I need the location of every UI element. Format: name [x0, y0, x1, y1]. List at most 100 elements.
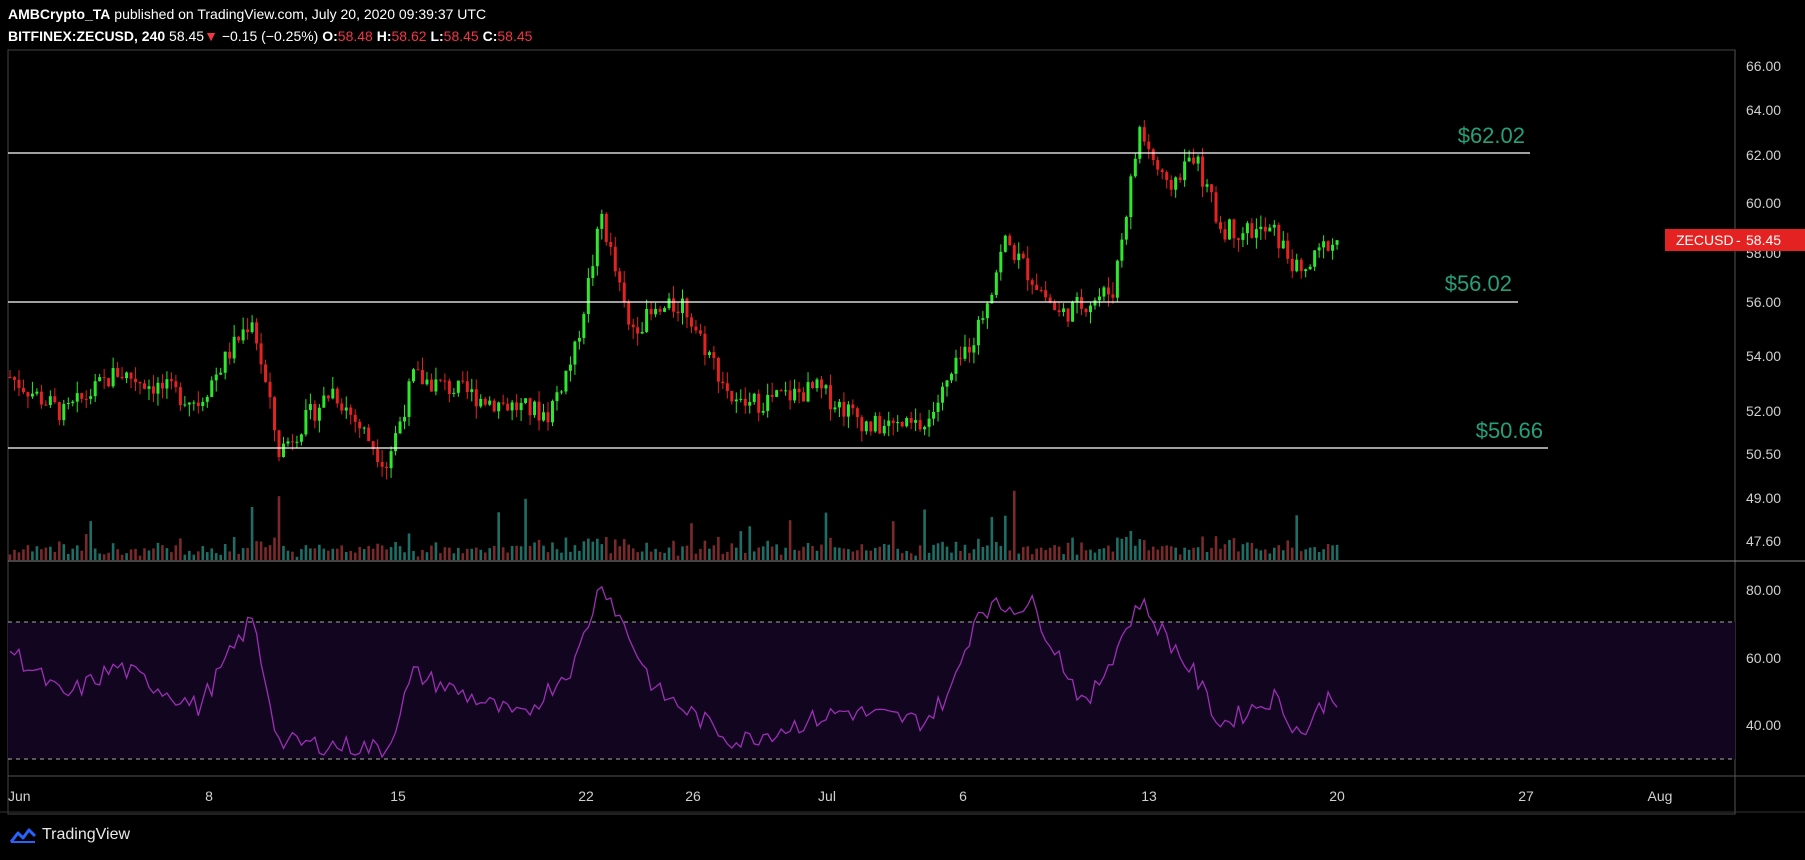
candle-body	[909, 417, 913, 423]
candle-body	[1183, 161, 1187, 181]
volume-bar	[75, 545, 79, 560]
volume-bar	[1246, 542, 1249, 560]
volume-bar	[246, 547, 249, 560]
candle-body	[954, 357, 958, 374]
candle-body	[1106, 287, 1110, 295]
volume-bar	[1214, 536, 1218, 560]
price-tick: 60.00	[1746, 195, 1781, 211]
tradingview-footer[interactable]: TradingView	[10, 826, 130, 844]
volume-bar	[587, 538, 590, 560]
symbol-label[interactable]: BITFINEX:ZECUSD, 240	[8, 28, 166, 44]
volume-bar	[443, 547, 447, 560]
price-tick: 66.00	[1746, 58, 1781, 74]
time-tick: 8	[205, 788, 213, 804]
candle-body	[752, 393, 756, 403]
candle-body	[1165, 172, 1169, 180]
volume-bar	[560, 552, 563, 560]
candle-body	[882, 425, 886, 434]
candle-body	[546, 412, 550, 423]
volume-bar	[1192, 547, 1195, 560]
volume-bar	[439, 553, 442, 560]
volume-bar	[44, 547, 48, 560]
candle-body	[524, 398, 528, 403]
candle-body	[1066, 308, 1070, 322]
candle-body	[120, 376, 124, 379]
volume-bar	[371, 548, 375, 560]
candle-body	[255, 322, 259, 344]
volume-bar	[1093, 552, 1097, 560]
candle-body	[465, 381, 469, 393]
volume-bar	[1317, 551, 1321, 560]
candle-body	[1008, 235, 1012, 246]
volume-bar	[457, 547, 460, 560]
volume-bar	[1335, 544, 1339, 560]
candle-body	[1201, 156, 1205, 187]
volume-bar	[1098, 548, 1101, 560]
candle-body	[1232, 219, 1236, 239]
volume-bar	[8, 554, 12, 560]
volume-bar	[501, 547, 505, 560]
volume-bar	[282, 545, 285, 560]
volume-bar	[923, 509, 926, 560]
candle-body	[1241, 233, 1245, 240]
volume-bar	[730, 543, 734, 560]
candle-body	[290, 441, 294, 443]
price-tick: 50.50	[1746, 446, 1781, 462]
volume-bar	[138, 555, 142, 560]
candle-body	[438, 379, 442, 381]
candle-body	[474, 389, 478, 407]
low-value: 58.45	[443, 28, 479, 44]
price-axis[interactable]: 66.00 64.00 62.00 60.00 58.00 56.00 54.0…	[1746, 58, 1781, 549]
candle-body	[927, 418, 931, 427]
volume-bar	[1129, 530, 1133, 560]
candle-body	[766, 394, 770, 411]
rsi-tick: 40.00	[1746, 717, 1781, 733]
candle-body	[205, 396, 209, 402]
candle-body	[1111, 294, 1115, 298]
candle-body	[389, 451, 393, 469]
volume-bar	[466, 548, 469, 560]
candle-body	[573, 341, 577, 365]
candle-body	[286, 441, 290, 444]
volume-bar	[1326, 543, 1330, 560]
volume-bar	[510, 545, 514, 560]
candle-body	[483, 398, 487, 405]
candle-body	[869, 421, 873, 432]
volume-bar	[1299, 551, 1303, 560]
volume-bar	[1183, 547, 1186, 560]
volume-bar	[735, 547, 738, 560]
candle-body	[900, 422, 904, 427]
volume-bar	[640, 551, 644, 560]
rsi-axis[interactable]: 80.00 60.00 40.00	[1746, 582, 1781, 733]
candle-body	[896, 422, 900, 424]
author-name[interactable]: AMBCrypto_TA	[8, 6, 111, 22]
volume-bar	[1107, 545, 1110, 560]
volume-bar	[380, 545, 384, 560]
volume-bar	[129, 549, 133, 560]
volume-bar	[425, 552, 429, 560]
time-axis[interactable]: Jun 8 15 22 26 Jul 6 13 20 27 Aug	[8, 788, 1672, 804]
candle-body	[1039, 290, 1043, 292]
volume-bar	[631, 548, 635, 560]
volume-bar	[775, 544, 778, 560]
volume-bar	[58, 541, 61, 560]
candle-body	[788, 390, 792, 401]
volume-bar	[699, 548, 702, 560]
volume-bar	[569, 551, 572, 560]
candle-body	[35, 391, 39, 394]
volume-bar	[394, 541, 397, 560]
down-arrow-icon: ▼	[204, 28, 218, 44]
candle-body	[1012, 245, 1016, 261]
volume-bar	[66, 553, 70, 560]
volume-bar	[645, 542, 648, 560]
candle-body	[367, 427, 371, 442]
volume-bar	[1232, 538, 1236, 560]
volume-bar	[990, 517, 994, 560]
volume-bar	[362, 549, 366, 560]
candle-body	[1263, 226, 1267, 232]
volume-bar	[344, 551, 348, 560]
rsi-line	[9, 585, 1338, 759]
candle-body	[533, 401, 537, 416]
candle-body	[734, 399, 738, 402]
